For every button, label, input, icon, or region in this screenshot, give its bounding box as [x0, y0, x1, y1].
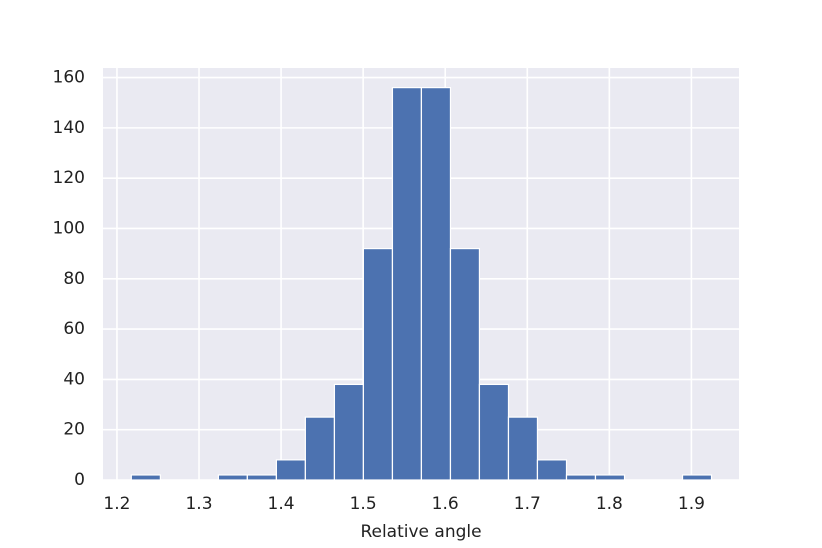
- bar: [130, 474, 161, 481]
- x-tick-label: 1.7: [514, 494, 541, 514]
- bar: [333, 383, 364, 481]
- bar: [478, 383, 510, 481]
- y-tick-label: 160: [53, 68, 85, 88]
- x-tick-label: 1.2: [103, 494, 130, 514]
- bar: [246, 474, 278, 481]
- bar: [420, 87, 452, 481]
- x-tick-label: 1.8: [596, 494, 623, 514]
- x-tick-label: 1.3: [185, 494, 212, 514]
- bar: [507, 416, 539, 481]
- x-tick-label: 1.6: [432, 494, 459, 514]
- bar: [304, 416, 336, 481]
- y-tick-label: 100: [53, 218, 85, 238]
- bar: [217, 474, 248, 481]
- x-tick-label: 1.4: [268, 494, 295, 514]
- bar: [391, 87, 423, 481]
- x-axis-label: Relative angle: [360, 522, 481, 542]
- bar: [681, 474, 713, 481]
- y-tick-label: 140: [53, 118, 85, 138]
- bar: [449, 247, 481, 481]
- y-tick-label: 20: [63, 420, 85, 440]
- bar: [536, 459, 568, 481]
- y-tick-label: 40: [63, 369, 85, 389]
- bar: [565, 474, 597, 481]
- bar: [275, 459, 306, 481]
- x-tick-label: 1.5: [350, 494, 377, 514]
- y-tick-label: 120: [53, 168, 85, 188]
- y-tick-label: 0: [74, 470, 85, 490]
- y-tick-label: 80: [63, 269, 85, 289]
- x-tick-label: 1.9: [678, 494, 705, 514]
- y-tick-label: 60: [63, 319, 85, 339]
- bar: [594, 474, 626, 481]
- bar: [362, 247, 394, 481]
